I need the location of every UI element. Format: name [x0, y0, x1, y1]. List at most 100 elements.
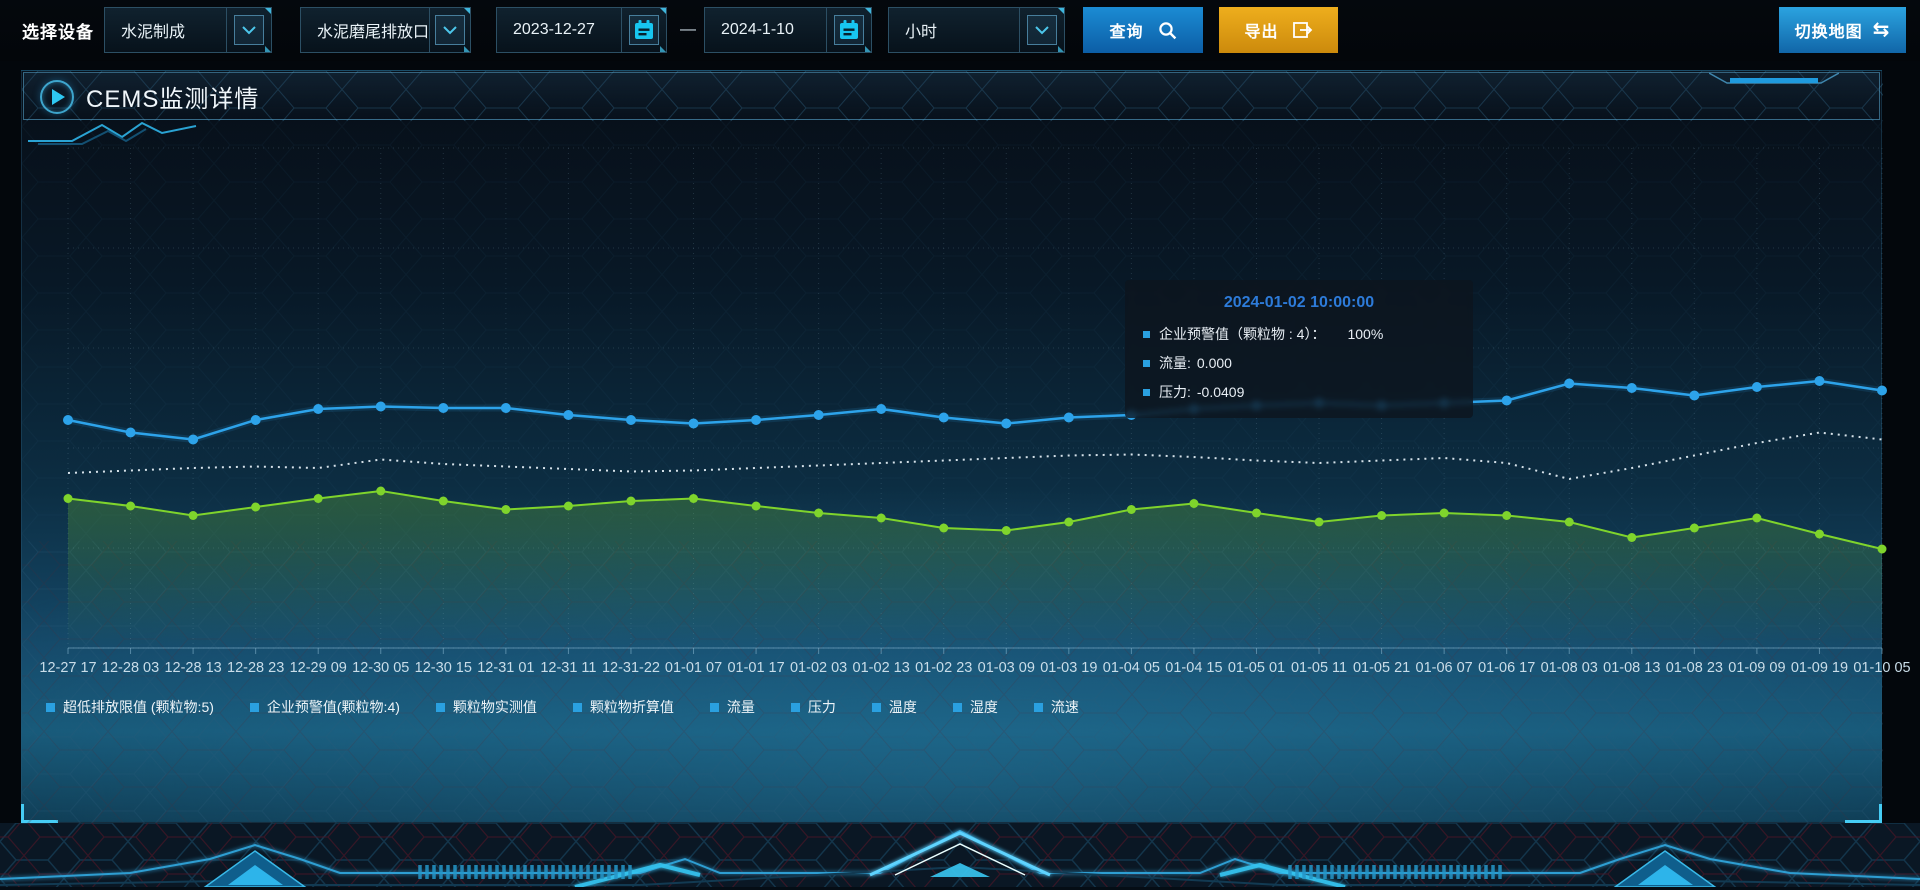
device-select[interactable]: 水泥制成: [104, 7, 272, 53]
hatch-strip: [1288, 865, 1502, 879]
tooltip-row: 企业预警值（颗粒物 : 4）： 100%: [1143, 324, 1455, 344]
start-date-calendar-segment: [621, 8, 666, 52]
legend-item[interactable]: 流量: [709, 697, 755, 717]
legend-item[interactable]: 颗粒物实测值: [435, 697, 537, 717]
x-axis-labels: 12-27 17 12-28 03 12-28 13 12-28 23 12-29 09…: [39, 660, 1910, 676]
outlet-select[interactable]: 水泥磨尾排放口: [300, 7, 471, 53]
legend-item[interactable]: 颗粒物折算值: [572, 697, 674, 717]
legend-item[interactable]: 超低排放限值 (颗粒物:5): [46, 697, 214, 717]
x-axis: [67, 647, 1883, 654]
chevron-down-icon: [242, 25, 256, 34]
legend-label: 湿度: [969, 699, 998, 715]
svg-text:12-28 03: 12-28 03: [102, 660, 159, 676]
outlet-select-chevron-segment: [429, 8, 470, 52]
legend-marker-icon: [46, 702, 55, 712]
legend-item[interactable]: 企业预警值(颗粒物:4): [249, 697, 400, 717]
chart-tooltip: 2024-01-02 10:00:00 企业预警值（颗粒物 : 4）： 100%…: [1125, 280, 1473, 418]
legend-label: 流量: [726, 699, 755, 715]
cems-detail-panel: CEMS监测详情 12-27 17 12-28 03 12-28 13 12-28 2…: [21, 70, 1911, 824]
legend-marker-icon: [790, 702, 800, 712]
calendar-icon: [635, 20, 653, 39]
svg-text:01-04 15: 01-04 15: [1165, 660, 1222, 676]
svg-text:12-29 09: 12-29 09: [290, 660, 347, 676]
svg-text:01-06 17: 01-06 17: [1478, 660, 1535, 676]
legend-marker-icon: [249, 702, 259, 712]
interval-select-value: 小时: [905, 24, 938, 41]
device-label: 选择设备: [22, 23, 94, 42]
svg-text:01-03 19: 01-03 19: [1040, 660, 1097, 676]
swap-arrows-icon: ⇆: [1872, 19, 1891, 41]
start-date-value: 2023-12-27: [513, 21, 595, 38]
svg-text:01-01 17: 01-01 17: [727, 660, 784, 676]
tooltip-timestamp: 2024-01-02 10:00:00: [1223, 294, 1375, 311]
legend-marker-icon: [435, 702, 445, 712]
white-dotted-series-line: [67, 431, 1883, 481]
svg-text:01-02 13: 01-02 13: [853, 660, 910, 676]
svg-text:01-04 05: 01-04 05: [1103, 660, 1160, 676]
legend-item[interactable]: 流速: [1033, 697, 1079, 717]
svg-text:01-10 05: 01-10 05: [1853, 660, 1910, 676]
bottom-tech-decoration: [0, 823, 1920, 890]
svg-text:01-05 21: 01-05 21: [1353, 660, 1410, 676]
svg-text:01-09 19: 01-09 19: [1791, 660, 1848, 676]
start-date-picker[interactable]: 2023-12-27: [496, 7, 667, 53]
svg-text:12-31-22: 12-31-22: [602, 660, 660, 676]
legend-item[interactable]: 压力: [790, 697, 836, 717]
svg-text:01-08 03: 01-08 03: [1541, 660, 1598, 676]
blue-series-line: [67, 379, 1883, 441]
blue-series-glow: [67, 377, 1883, 444]
interval-select[interactable]: 小时: [888, 7, 1065, 53]
header-zigzag-decoration: [28, 121, 197, 145]
legend-label: 温度: [888, 699, 917, 715]
end-date-value: 2024-1-10: [721, 21, 794, 38]
svg-text:01-08 23: 01-08 23: [1666, 660, 1723, 676]
svg-text:01-02 03: 01-02 03: [790, 660, 847, 676]
svg-text:12-28 23: 12-28 23: [227, 660, 284, 676]
legend-marker-icon: [1033, 702, 1043, 712]
tooltip-row-label: 企业预警值（颗粒物 : 4）：: [1159, 326, 1326, 342]
search-icon: [1158, 21, 1176, 39]
switch-map-button[interactable]: 切换地图 ⇆: [1779, 7, 1906, 53]
chevron-box: [234, 15, 264, 45]
calendar-icon: [840, 20, 858, 39]
legend-item[interactable]: 湿度: [952, 697, 998, 717]
date-range-separator: —: [680, 21, 696, 38]
svg-text:01-09 09: 01-09 09: [1728, 660, 1785, 676]
legend-label: 压力: [807, 699, 836, 715]
legend-marker-icon: [952, 702, 962, 712]
series-marker-icon: [1143, 330, 1150, 338]
query-button[interactable]: 查询: [1083, 7, 1203, 53]
svg-text:12-28 13: 12-28 13: [164, 660, 221, 676]
svg-text:01-06 07: 01-06 07: [1416, 660, 1473, 676]
chevron-box: [1027, 15, 1057, 45]
legend-label: 企业预警值(颗粒物:4): [266, 699, 400, 715]
top-toolbar: 选择设备 水泥制成 水泥磨尾排放口 2023-12-27 — 2024-1-10: [0, 0, 1920, 61]
legend-item[interactable]: 温度: [871, 697, 917, 717]
panel-title: CEMS监测详情: [86, 85, 260, 113]
tooltip-row-label: 流量:: [1159, 355, 1191, 371]
export-button[interactable]: 导出: [1219, 7, 1338, 53]
end-date-picker[interactable]: 2024-1-10: [704, 7, 872, 53]
play-triangle: [52, 89, 65, 105]
query-button-label: 查询: [1109, 24, 1144, 41]
svg-text:01-02 23: 01-02 23: [915, 660, 972, 676]
hatch-strip: [418, 865, 632, 879]
export-arrow-icon: [1292, 22, 1312, 38]
svg-text:01-05 11: 01-05 11: [1291, 660, 1347, 676]
export-button-label: 导出: [1244, 24, 1279, 41]
data-point-markers[interactable]: [63, 376, 1887, 554]
chevron-down-icon: [1035, 25, 1049, 34]
header-notch-decoration: [1709, 72, 1839, 84]
svg-text:12-31 11: 12-31 11: [540, 660, 596, 676]
cems-trend-chart[interactable]: 12-27 17 12-28 03 12-28 13 12-28 23 12-29 09…: [39, 147, 1911, 688]
legend-marker-icon: [871, 702, 881, 712]
series-marker-icon: [1143, 388, 1150, 396]
chart-legend: 超低排放限值 (颗粒物:5) 企业预警值(颗粒物:4) 颗粒物实测值 颗粒物折算值 流量…: [46, 697, 1079, 717]
chevron-down-icon: [443, 25, 457, 34]
legend-label: 流速: [1050, 699, 1079, 715]
tooltip-row-value: 0.000: [1196, 355, 1232, 371]
svg-text:01-05 01: 01-05 01: [1228, 660, 1285, 676]
device-select-chevron-segment: [226, 8, 271, 52]
svg-text:12-30 15: 12-30 15: [415, 660, 472, 676]
